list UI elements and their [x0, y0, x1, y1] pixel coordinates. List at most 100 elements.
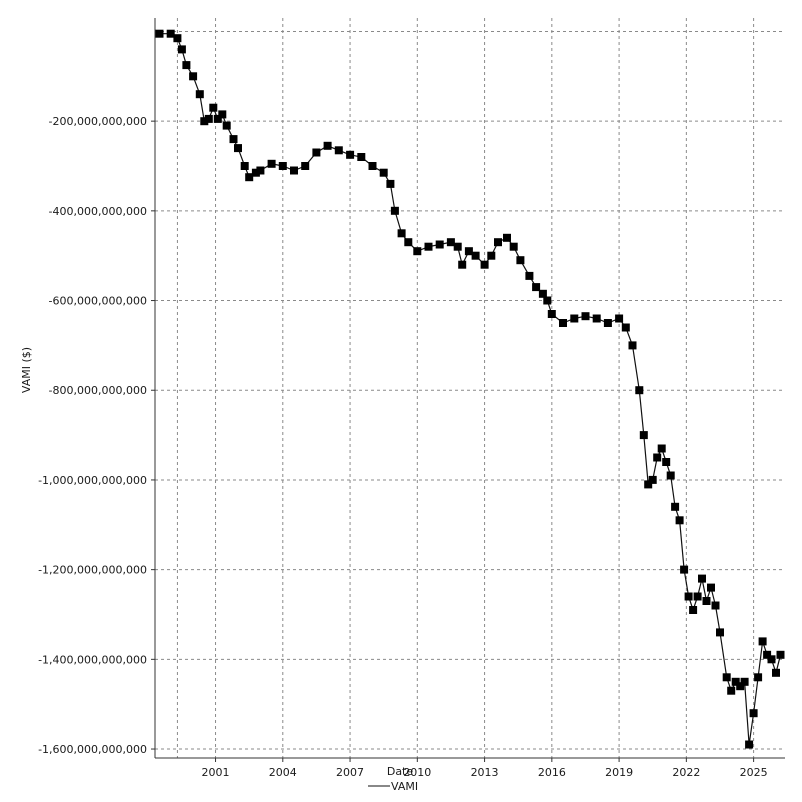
y-axis-title: VAMI ($)	[20, 347, 33, 393]
data-point-marker	[471, 251, 480, 260]
data-point-marker	[639, 431, 648, 440]
data-point-marker	[698, 574, 706, 583]
data-point-marker	[256, 166, 265, 175]
data-point-marker	[301, 162, 310, 170]
data-point-marker	[543, 296, 552, 305]
data-point-marker	[251, 168, 260, 177]
x-tick-label: 2010	[403, 766, 431, 779]
x-tick-label: 2013	[471, 766, 499, 779]
data-point-marker	[758, 637, 767, 646]
data-point-marker	[189, 72, 198, 81]
data-point-marker	[711, 601, 720, 610]
data-point-marker	[621, 323, 630, 332]
y-tick-label: -800,000,000,000	[49, 384, 147, 397]
data-point-marker	[731, 677, 740, 686]
data-point-marker	[648, 475, 657, 484]
data-point-marker	[570, 314, 579, 323]
y-tick-label: -1,000,000,000,000	[38, 474, 147, 487]
x-axis-ticks: 2001 2004 2007 2010 2013 2016 2019 2022 2025	[202, 758, 768, 779]
data-point-marker	[245, 173, 254, 182]
data-point-marker	[195, 90, 204, 99]
data-point-marker	[464, 247, 473, 256]
data-point-marker	[684, 592, 693, 601]
data-point-marker	[177, 45, 186, 54]
data-point-marker	[581, 312, 590, 321]
data-point-marker	[628, 341, 637, 350]
data-point-marker	[662, 458, 671, 466]
data-point-marker	[767, 655, 776, 664]
data-point-marker	[666, 471, 675, 480]
data-point-marker	[736, 682, 745, 691]
data-point-marker	[745, 740, 754, 749]
data-point-marker	[707, 583, 715, 592]
data-point-marker	[278, 162, 287, 170]
x-tick-label: 2022	[672, 766, 700, 779]
y-tick-label: -200,000,000,000	[49, 115, 147, 128]
y-tick-label: -1,400,000,000,000	[38, 653, 147, 666]
data-point-marker	[155, 29, 164, 38]
data-point-marker	[509, 242, 518, 251]
data-point-marker	[424, 242, 433, 251]
data-point-marker	[559, 319, 567, 327]
data-point-marker	[222, 121, 231, 130]
x-tick-label: 2001	[202, 766, 230, 779]
data-point-marker	[727, 686, 736, 695]
data-point-marker	[693, 592, 702, 601]
x-tick-label: 2019	[605, 766, 633, 779]
data-point-marker	[776, 650, 785, 659]
data-point-marker	[323, 141, 332, 150]
data-point-marker	[653, 453, 662, 462]
x-tick-label: 2007	[336, 766, 364, 779]
data-point-marker	[592, 314, 601, 323]
axes	[154, 18, 785, 759]
data-point-marker	[390, 206, 399, 215]
data-point-marker	[229, 135, 238, 144]
y-tick-label: -400,000,000,000	[49, 205, 147, 218]
legend-label-vami: VAMI	[391, 780, 418, 793]
data-point-marker	[234, 144, 242, 153]
data-point-marker	[644, 480, 653, 489]
data-point-marker	[290, 166, 298, 175]
grid-lines	[155, 18, 785, 758]
x-axis-title: Date	[387, 765, 414, 778]
data-point-marker	[267, 159, 276, 168]
data-point-marker	[218, 110, 227, 119]
y-tick-label: -1,600,000,000,000	[38, 743, 147, 756]
data-point-marker	[763, 650, 772, 659]
y-tick-label: -1,200,000,000,000	[38, 564, 147, 577]
data-point-marker	[379, 168, 388, 177]
data-point-marker	[240, 162, 249, 170]
data-point-marker	[494, 238, 502, 247]
data-point-marker	[453, 242, 462, 251]
data-point-marker	[538, 289, 547, 298]
data-point-marker	[525, 271, 534, 280]
data-point-marker	[213, 114, 222, 123]
data-point-marker	[702, 597, 711, 605]
data-point-marker	[166, 29, 175, 38]
data-point-marker	[603, 319, 612, 327]
data-point-marker	[404, 238, 413, 247]
data-point-marker	[680, 565, 689, 574]
data-point-marker	[446, 238, 455, 247]
data-point-marker	[749, 709, 758, 718]
data-point-marker	[204, 114, 213, 123]
series-markers-vami	[155, 29, 785, 749]
data-point-marker	[689, 606, 698, 614]
data-point-marker	[200, 117, 209, 126]
data-point-marker	[368, 162, 377, 170]
data-point-marker	[386, 179, 395, 188]
data-point-marker	[547, 310, 556, 318]
x-tick-label: 2025	[740, 766, 768, 779]
data-point-marker	[722, 673, 731, 682]
data-point-marker	[397, 229, 406, 238]
data-point-marker	[675, 516, 684, 525]
data-point-marker	[209, 103, 218, 112]
data-point-marker	[182, 61, 191, 70]
data-point-marker	[357, 153, 366, 161]
data-point-marker	[312, 148, 321, 157]
legend: VAMI	[368, 780, 418, 793]
data-point-marker	[657, 444, 666, 453]
data-point-marker	[716, 628, 724, 637]
data-point-marker	[435, 240, 444, 249]
